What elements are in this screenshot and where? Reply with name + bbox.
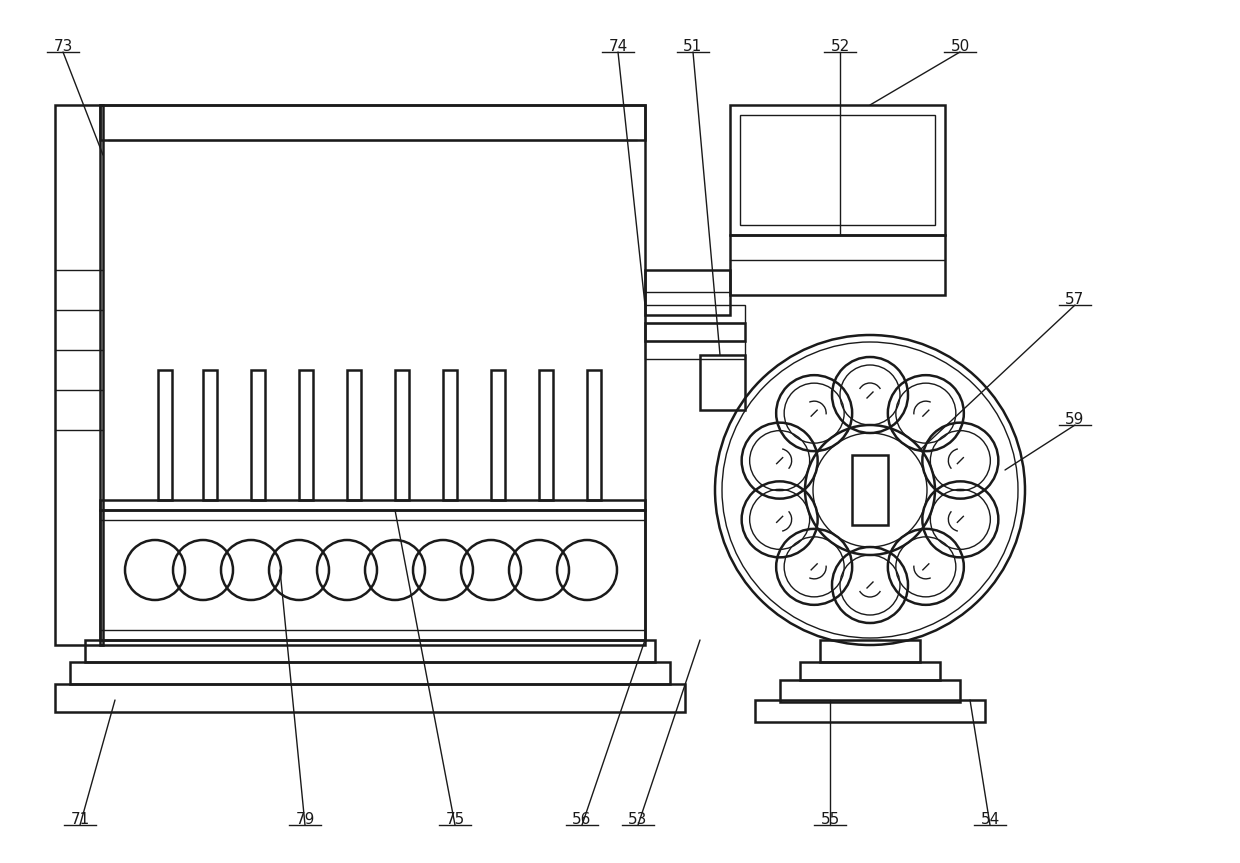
- Bar: [587, 370, 601, 500]
- Text: 74: 74: [609, 40, 627, 54]
- Bar: [55, 684, 684, 712]
- Text: 50: 50: [950, 40, 970, 54]
- Text: 57: 57: [1065, 293, 1085, 307]
- Text: 71: 71: [71, 812, 89, 828]
- Text: 79: 79: [295, 812, 315, 828]
- Text: 55: 55: [821, 812, 839, 828]
- Bar: [820, 640, 920, 662]
- Bar: [100, 105, 645, 140]
- Text: 52: 52: [831, 40, 849, 54]
- Bar: [203, 370, 217, 500]
- Bar: [347, 370, 361, 500]
- Text: 59: 59: [1065, 413, 1085, 427]
- Text: 53: 53: [629, 812, 647, 828]
- Bar: [55, 105, 103, 645]
- Bar: [443, 370, 458, 500]
- Bar: [491, 370, 505, 500]
- Text: 51: 51: [683, 40, 703, 54]
- Text: 73: 73: [53, 40, 73, 54]
- Bar: [100, 510, 645, 640]
- Bar: [780, 680, 960, 702]
- Bar: [157, 370, 172, 500]
- Bar: [730, 105, 945, 235]
- Bar: [299, 370, 312, 500]
- Bar: [730, 235, 945, 295]
- Bar: [740, 115, 935, 225]
- Bar: [755, 700, 985, 722]
- Text: 56: 56: [573, 812, 591, 828]
- Bar: [396, 370, 409, 500]
- Bar: [852, 455, 888, 525]
- Bar: [645, 341, 745, 359]
- Bar: [645, 305, 745, 323]
- Bar: [86, 640, 655, 662]
- Bar: [100, 105, 645, 645]
- Bar: [539, 370, 553, 500]
- Bar: [645, 323, 745, 341]
- Bar: [645, 270, 730, 315]
- Bar: [800, 662, 940, 680]
- Bar: [701, 355, 745, 410]
- Text: 54: 54: [981, 812, 999, 828]
- Bar: [69, 662, 670, 684]
- Bar: [250, 370, 265, 500]
- Text: 75: 75: [445, 812, 465, 828]
- Bar: [100, 500, 645, 510]
